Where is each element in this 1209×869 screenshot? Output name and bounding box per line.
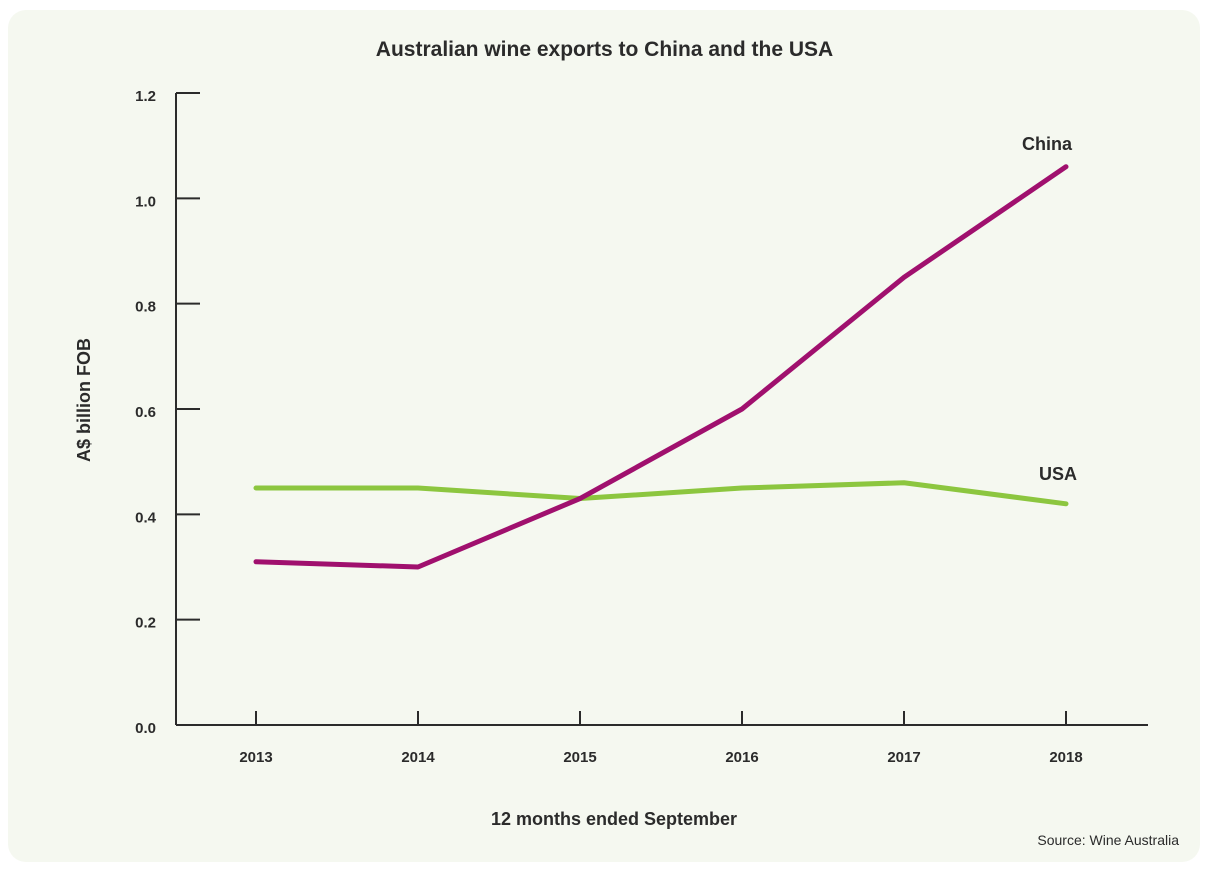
series-label-china: China [1022,134,1073,154]
y-tick-label: 0.2 [135,615,156,632]
y-axis-title: A$ billion FOB [74,338,94,462]
x-tick-label: 2018 [1049,749,1082,766]
x-tick-label: 2015 [563,749,596,766]
x-tick-label: 2016 [725,749,758,766]
y-tick-label: 0.8 [135,299,156,316]
chart-source: Source: Wine Australia [1037,832,1179,848]
y-tick-label: 0.0 [135,720,156,737]
x-axis-title: 12 months ended September [491,809,737,829]
y-tick-label: 1.0 [135,193,156,210]
x-tick-label: 2013 [239,749,272,766]
chart-card [8,10,1200,862]
x-tick-label: 2017 [887,749,920,766]
chart-title: Australian wine exports to China and the… [375,38,834,61]
y-tick-label: 0.6 [135,404,156,421]
y-tick-label: 0.4 [135,509,157,526]
x-tick-label: 2014 [401,749,435,766]
series-line-usa [253,480,1069,507]
series-line-china [253,164,1069,570]
y-tick-label: 1.2 [135,88,156,105]
series-label-usa: USA [1039,464,1077,484]
